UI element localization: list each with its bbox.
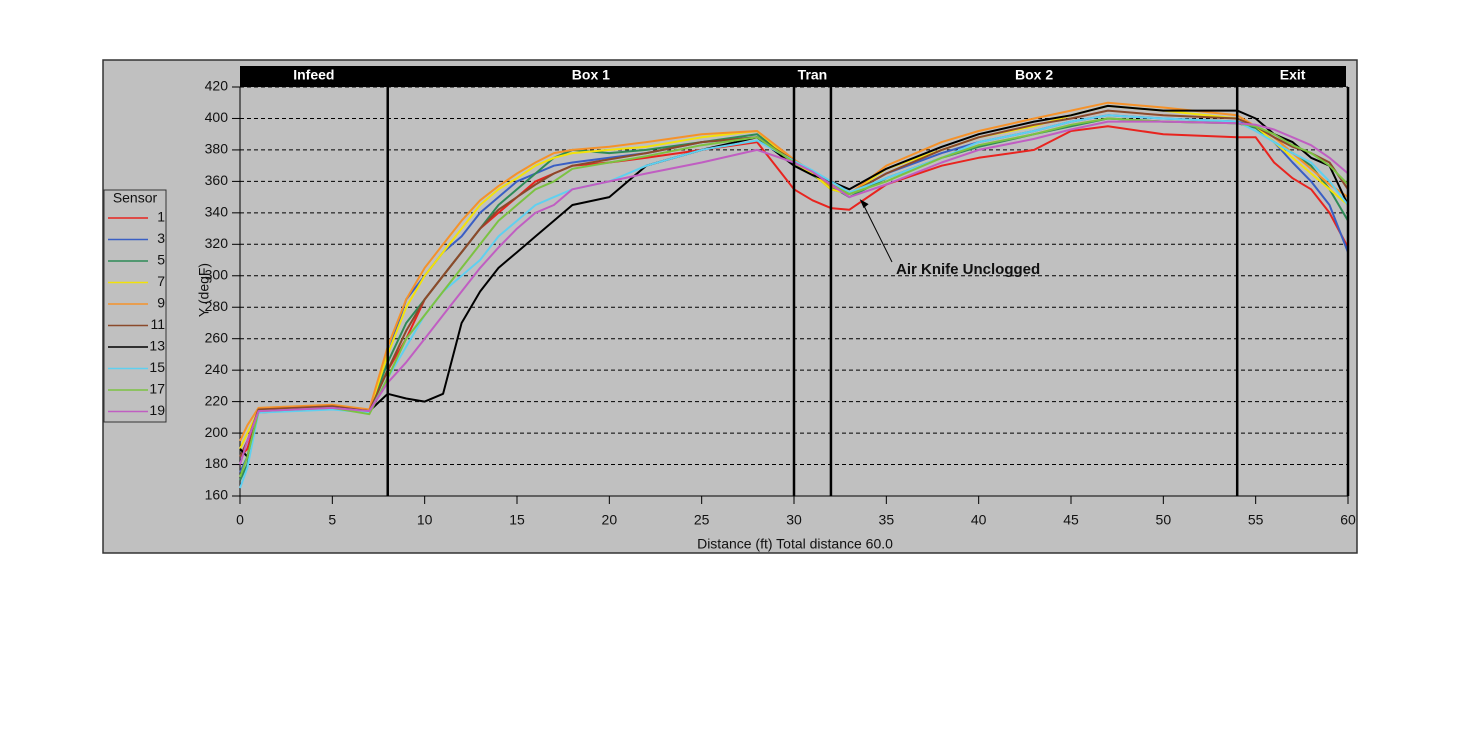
annotation-arrowhead [859,199,869,209]
legend-label: 9 [157,295,165,311]
x-tick-label: 0 [236,512,244,528]
x-tick-label: 30 [786,512,802,528]
legend-label: 17 [149,381,165,397]
y-tick-label: 380 [205,141,229,157]
zone-label: Box 1 [572,67,610,83]
series-line [239,109,1349,458]
legend-label: 1 [157,209,165,225]
x-tick-label: 55 [1248,512,1264,528]
x-tick-label: 50 [1156,512,1172,528]
y-tick-label: 200 [205,424,229,440]
annotation-text: Air Knife Unclogged [896,261,1040,278]
y-tick-label: 360 [205,172,229,188]
y-axis-label: Y (degF) [196,263,212,317]
x-tick-label: 45 [1063,512,1079,528]
y-tick-label: 180 [205,455,229,471]
y-tick-label: 420 [205,78,229,94]
x-tick-label: 10 [417,512,433,528]
x-tick-label: 60 [1340,512,1356,528]
y-tick-label: 260 [205,329,229,345]
legend-label: 15 [149,359,165,375]
y-tick-label: 340 [205,204,229,220]
y-tick-label: 160 [205,487,229,503]
x-axis-label: Distance (ft) Total distance 60.0 [697,536,893,552]
legend-label: 7 [157,273,165,289]
x-tick-label: 25 [694,512,710,528]
zone-label: Tran [798,67,828,83]
legend [103,189,167,423]
y-tick-label: 280 [205,298,229,314]
series-line [239,114,1349,489]
legend-label: 5 [157,252,165,268]
x-tick-label: 35 [879,512,895,528]
x-tick-label: 20 [602,512,618,528]
zone-label: Box 2 [1015,67,1053,83]
x-tick-label: 40 [971,512,987,528]
legend-label: 19 [149,402,165,418]
y-tick-label: 320 [205,235,229,251]
series-line [239,120,1349,465]
y-tick-label: 400 [205,109,229,125]
x-tick-label: 5 [328,512,336,528]
zone-label: Exit [1280,67,1306,83]
legend-label: 3 [157,230,165,246]
zone-header [240,66,1346,87]
y-tick-label: 220 [205,392,229,408]
legend-title: Sensor [113,190,158,206]
zone-label: Infeed [293,67,334,83]
annotation-arrow [862,202,893,263]
y-tick-label: 300 [205,266,229,282]
y-tick-label: 240 [205,361,229,377]
legend-label: 13 [149,338,165,354]
series-line [239,101,1349,442]
series-line [239,104,1349,458]
legend-label: 11 [150,316,165,332]
x-tick-label: 15 [509,512,525,528]
